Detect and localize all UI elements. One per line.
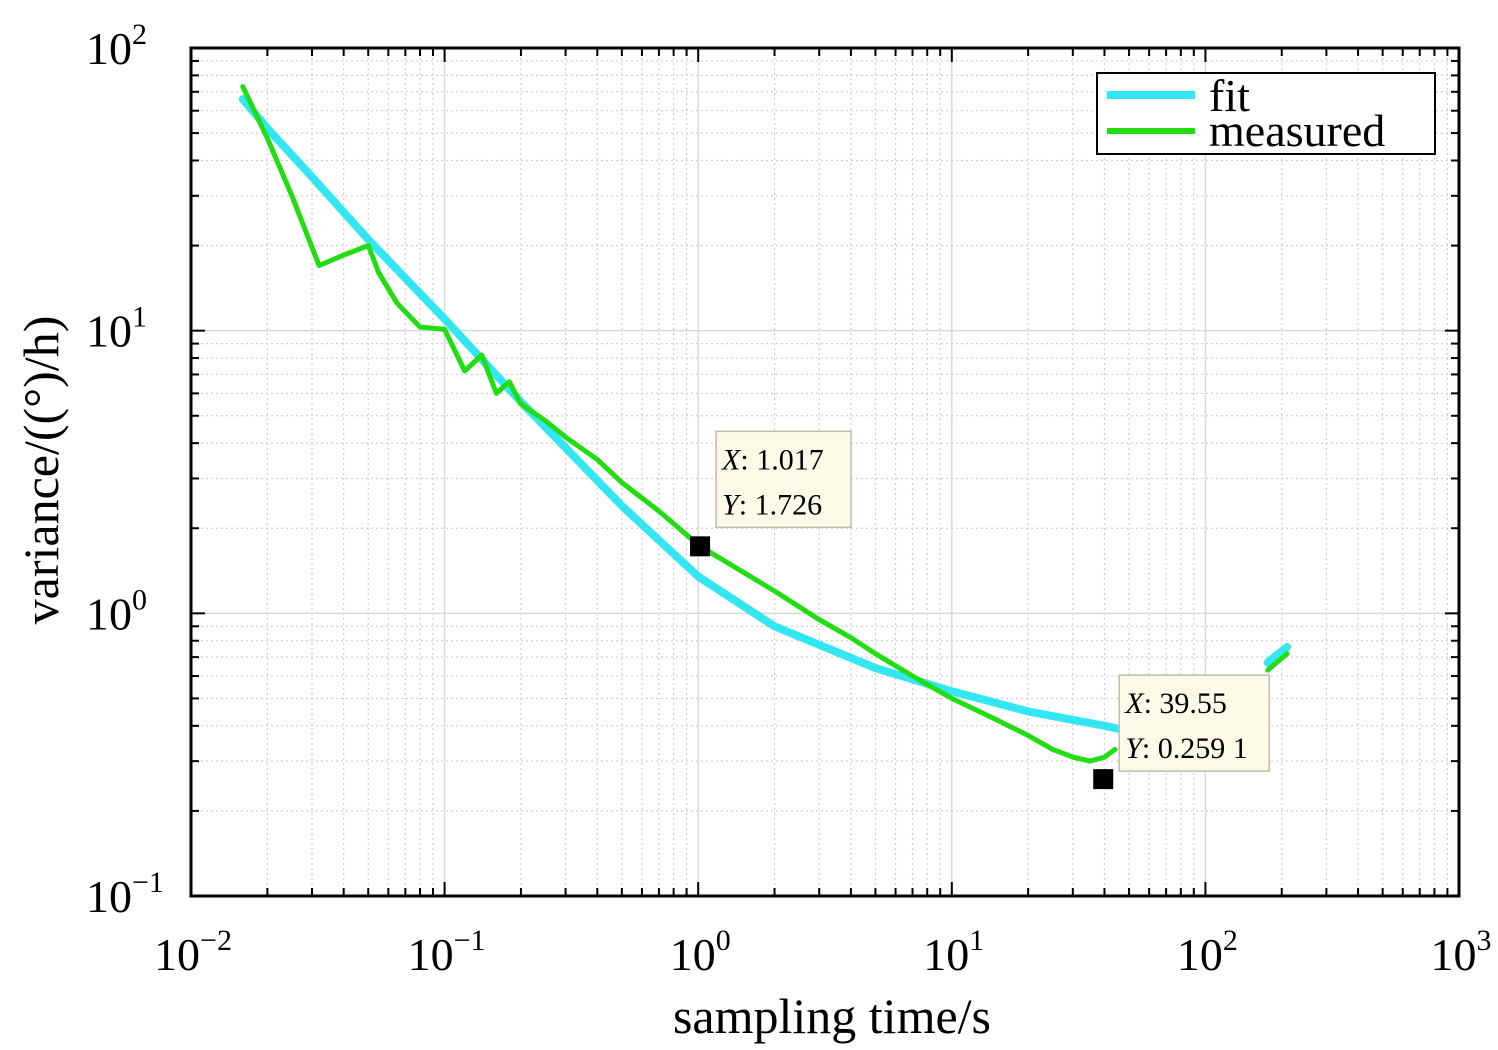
y-tick-label: 102 (86, 18, 147, 74)
datatip-y-text: Y: 1.726 (722, 488, 822, 521)
plot-frame (189, 46, 1461, 898)
x-axis-title: sampling time/s (673, 988, 991, 1044)
series-layer (238, 84, 1292, 764)
legend: fit measured (1096, 70, 1436, 156)
legend-label-fit: fit (1209, 70, 1250, 121)
series-fit-line (238, 95, 1138, 737)
datatips: X: 1.017 Y: 1.726 X: 39.55 Y: 0.259 1 (690, 430, 1270, 790)
datatip-box (1118, 674, 1270, 772)
x-tick-labels: 10−2 10−1 100 101 102 103 (154, 924, 1491, 980)
legend-box (1096, 72, 1436, 155)
x-tick-label: 101 (923, 924, 984, 980)
y-tick-label: 101 (86, 301, 147, 357)
axis-ticks (190, 48, 1459, 897)
datatip-y-text: Y: 0.259 1 (1125, 732, 1248, 765)
y-tick-labels: 10−1 100 101 102 (86, 18, 164, 922)
y-tick-label: 100 (86, 583, 147, 639)
datatip-marker (690, 536, 711, 557)
x-tick-label: 10−2 (154, 924, 232, 980)
datatip-x-text: X: 1.017 (721, 443, 824, 476)
x-tick-label: 102 (1177, 924, 1238, 980)
legend-label-measured: measured (1209, 105, 1385, 156)
datatip-box (715, 430, 852, 529)
x-tick-label: 103 (1431, 924, 1492, 980)
series-measured-tail (1265, 651, 1290, 673)
y-tick-label: 10−1 (86, 866, 164, 922)
x-tick-label: 100 (670, 924, 731, 980)
datatip-marker (1093, 769, 1114, 790)
datatip-x-text: X: 39.55 (1124, 687, 1227, 720)
y-axis-title: variance/((°)/h) (13, 316, 69, 625)
series-fit-tail (1263, 643, 1292, 667)
series-measured-line (240, 84, 1118, 764)
x-tick-label: 10−1 (408, 924, 486, 980)
